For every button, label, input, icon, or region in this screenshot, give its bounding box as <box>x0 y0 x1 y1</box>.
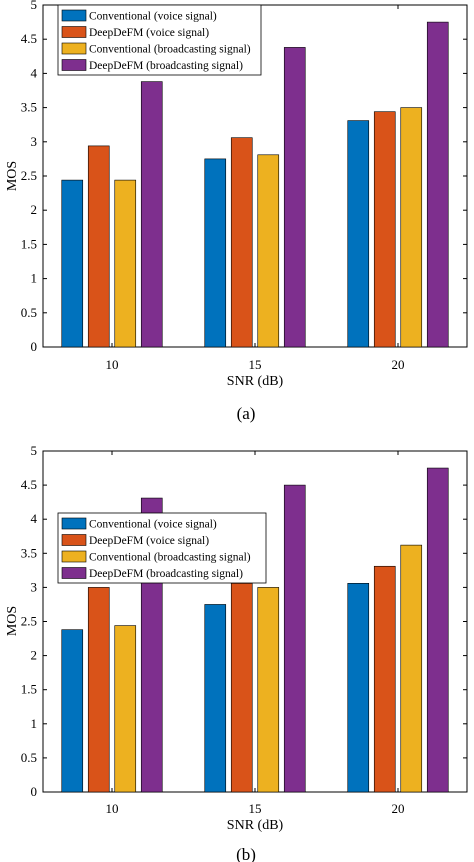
y-tick-label: 1.5 <box>21 236 37 251</box>
y-tick-label: 5 <box>31 443 38 458</box>
y-tick-label: 1 <box>31 716 38 731</box>
y-tick-label: 4.5 <box>21 31 37 46</box>
bar-conventional-voice-signal-10 <box>61 629 84 793</box>
legend-entry-label: Conventional (broadcasting signal) <box>89 552 251 564</box>
bar-deepdefm-voice-signal-15 <box>230 137 253 348</box>
y-tick-label: 4 <box>31 65 38 80</box>
chart-panel-b: 0 0.5 1 1.5 2 2.5 3 3.5 4 4.5 5 10 15 20 SNR (dB) MOS (b… <box>5 443 468 862</box>
bar-conventional-broadcasting-signal-10 <box>114 179 137 348</box>
y-tick-label: 5 <box>31 0 38 12</box>
x-tick-label: 10 <box>106 357 119 372</box>
y-tick-label: 3 <box>31 579 38 594</box>
bar-conventional-broadcasting-signal-20 <box>400 544 423 793</box>
x-tick-label: 15 <box>249 357 262 372</box>
legend-swatch <box>61 9 87 22</box>
y-tick-label: 2.5 <box>21 614 37 629</box>
y-tick-label: 1 <box>31 271 38 286</box>
bar-deepdefm-voice-signal-10 <box>87 145 110 348</box>
panel-label: (b) <box>236 845 256 862</box>
legend: Conventional (voice signal) DeepDeFM (voi… <box>57 4 262 76</box>
y-tick-label: 0.5 <box>21 750 37 765</box>
y-axis-label: MOS <box>5 161 20 191</box>
bar-deepdefm-voice-signal-10 <box>87 587 110 793</box>
x-axis-label: SNR (dB) <box>227 818 284 833</box>
x-tick-label: 20 <box>392 801 405 816</box>
y-tick-label: 3.5 <box>21 545 37 560</box>
y-tick-label: 2 <box>31 648 38 663</box>
legend-entry-label: DeepDeFM (voice signal) <box>89 27 209 39</box>
bar-conventional-voice-signal-20 <box>347 120 370 348</box>
y-tick-label: 2.5 <box>21 168 37 183</box>
legend-swatch <box>61 534 87 546</box>
bar-conventional-broadcasting-signal-10 <box>114 625 137 793</box>
x-tick-label: 15 <box>249 801 262 816</box>
y-tick-label: 0.5 <box>21 305 37 320</box>
bar-conventional-voice-signal-20 <box>347 583 370 793</box>
y-tick-label: 4.5 <box>21 477 37 492</box>
chart-panel-a: 0 0.5 1 1.5 2 2.5 3 3.5 4 4.5 5 10 15 20 SNR (dB) MOS (a… <box>5 0 468 423</box>
y-tick-label: 2 <box>31 202 38 217</box>
y-tick-label: 3 <box>31 134 38 149</box>
bar-deepdefm-broadcasting-signal-15 <box>283 47 306 348</box>
bar-deepdefm-voice-signal-15 <box>230 583 253 793</box>
legend-entry-label: DeepDeFM (voice signal) <box>89 535 209 547</box>
bar-conventional-broadcasting-signal-15 <box>257 154 280 348</box>
bar-conventional-broadcasting-signal-20 <box>400 107 423 348</box>
legend-swatch <box>61 550 87 563</box>
legend-swatch <box>61 59 87 71</box>
legend-entry-label: Conventional (voice signal) <box>89 11 217 23</box>
bar-conventional-voice-signal-15 <box>204 158 227 348</box>
legend-entry-label: Conventional (voice signal) <box>89 519 217 531</box>
y-tick-label: 3.5 <box>21 100 37 115</box>
bar-conventional-voice-signal-15 <box>204 604 227 793</box>
legend-swatch <box>61 42 87 55</box>
legend-swatch <box>61 517 87 530</box>
bar-deepdefm-voice-signal-20 <box>373 565 396 793</box>
x-axis-label: SNR (dB) <box>227 374 284 389</box>
y-tick-label: 1.5 <box>21 682 37 697</box>
legend-swatch <box>61 567 87 579</box>
panel-label: (a) <box>237 404 256 423</box>
legend: Conventional (voice signal) DeepDeFM (voi… <box>57 512 267 584</box>
x-tick-label: 10 <box>106 801 119 816</box>
bar-deepdefm-broadcasting-signal-10 <box>140 81 163 348</box>
y-tick-label: 0 <box>31 339 38 354</box>
bar-conventional-broadcasting-signal-15 <box>257 587 280 793</box>
bar-conventional-voice-signal-10 <box>61 179 84 348</box>
legend-box <box>57 512 267 584</box>
bar-deepdefm-broadcasting-signal-15 <box>283 484 306 793</box>
bar-deepdefm-broadcasting-signal-20 <box>426 21 449 348</box>
legend-swatch <box>61 26 87 38</box>
bar-deepdefm-broadcasting-signal-20 <box>426 467 449 793</box>
legend-entry-label: DeepDeFM (broadcasting signal) <box>89 60 243 72</box>
legend-entry-label: Conventional (broadcasting signal) <box>89 44 251 56</box>
y-axis-label: MOS <box>5 606 20 636</box>
x-tick-label: 20 <box>392 357 405 372</box>
bar-deepdefm-voice-signal-20 <box>373 111 396 348</box>
y-tick-label: 4 <box>31 511 38 526</box>
legend-entry-label: DeepDeFM (broadcasting signal) <box>89 568 243 580</box>
legend-box <box>57 4 262 76</box>
y-tick-label: 0 <box>31 784 38 799</box>
